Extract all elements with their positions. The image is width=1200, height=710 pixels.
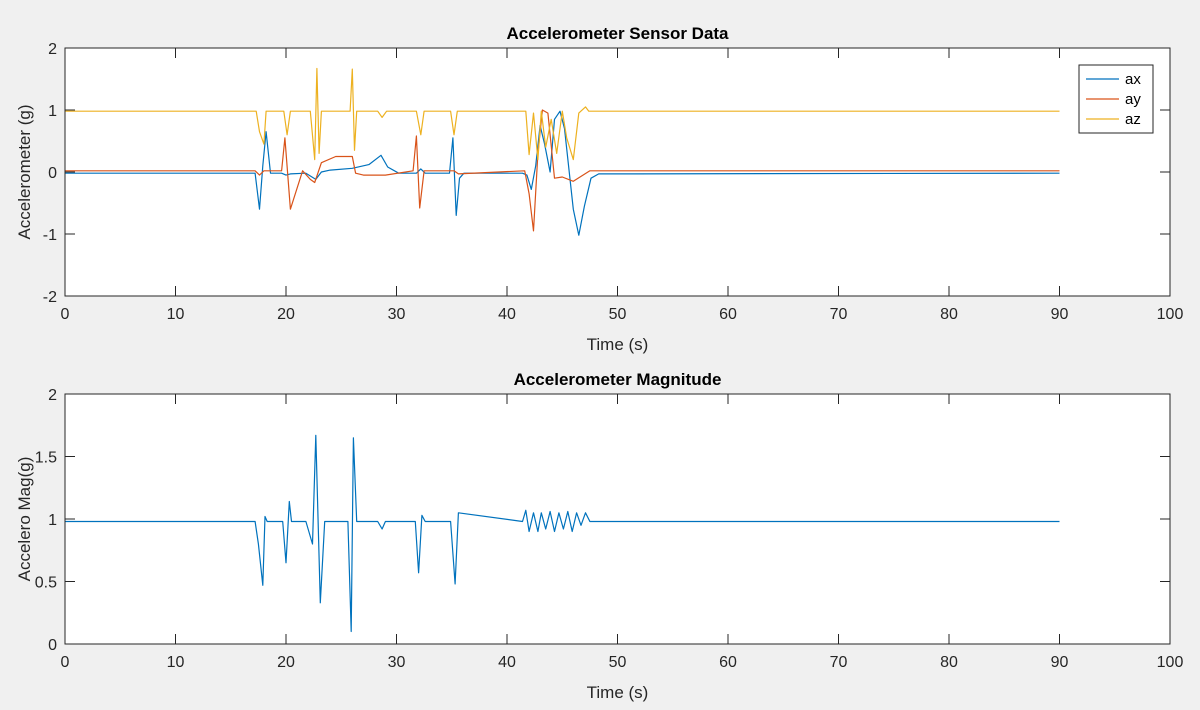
x-tick-label: 0 bbox=[61, 654, 70, 671]
legend-label-ax: ax bbox=[1125, 71, 1141, 88]
x-tick-label: 100 bbox=[1157, 654, 1184, 671]
y-tick-label: 1 bbox=[48, 512, 57, 529]
y-tick-label: -1 bbox=[43, 227, 57, 244]
y-tick-label: -2 bbox=[43, 289, 57, 306]
plot-area bbox=[65, 394, 1170, 644]
legend: ax ay az bbox=[1078, 64, 1154, 134]
x-tick-label: 10 bbox=[167, 654, 185, 671]
x-tick-label: 60 bbox=[719, 654, 737, 671]
x-tick-label: 50 bbox=[609, 654, 627, 671]
x-tick-label: 80 bbox=[940, 306, 958, 323]
legend-label-ay: ay bbox=[1125, 91, 1141, 108]
x-tick-label: 60 bbox=[719, 306, 737, 323]
y-axis-label: Accelero Mag(g) bbox=[15, 457, 34, 582]
x-tick-label: 90 bbox=[1051, 306, 1069, 323]
axes-box bbox=[64, 393, 1171, 645]
series-line-az bbox=[65, 67, 1060, 161]
x-tick-label: 40 bbox=[498, 654, 516, 671]
y-axis-label: Accelerometer (g) bbox=[15, 104, 34, 239]
axes-box bbox=[64, 47, 1171, 297]
y-tick-label: 0 bbox=[48, 165, 57, 182]
x-tick-label: 30 bbox=[388, 654, 406, 671]
y-tick-label: 1.5 bbox=[35, 450, 57, 467]
x-axis-label: Time (s) bbox=[587, 683, 649, 702]
y-tick-label: 2 bbox=[48, 387, 57, 404]
x-tick-label: 10 bbox=[167, 306, 185, 323]
chart-title: Accelerometer Magnitude bbox=[514, 370, 722, 389]
x-tick-label: 50 bbox=[609, 306, 627, 323]
plot-area bbox=[65, 48, 1170, 296]
y-tick-label: 2 bbox=[48, 41, 57, 58]
series-line-ay bbox=[65, 109, 1060, 232]
x-tick-label: 70 bbox=[830, 306, 848, 323]
x-tick-label: 100 bbox=[1157, 306, 1184, 323]
series-line-ax bbox=[65, 110, 1060, 236]
x-tick-label: 80 bbox=[940, 654, 958, 671]
x-tick-label: 40 bbox=[498, 306, 516, 323]
x-tick-label: 20 bbox=[277, 654, 295, 671]
series-line-magnitude bbox=[65, 434, 1060, 633]
y-tick-label: 1 bbox=[48, 103, 57, 120]
x-tick-label: 90 bbox=[1051, 654, 1069, 671]
x-tick-label: 20 bbox=[277, 306, 295, 323]
chart-title: Accelerometer Sensor Data bbox=[506, 24, 729, 43]
y-tick-label: 0 bbox=[48, 637, 57, 654]
x-tick-label: 70 bbox=[830, 654, 848, 671]
x-tick-label: 30 bbox=[388, 306, 406, 323]
x-tick-label: 0 bbox=[61, 306, 70, 323]
y-tick-label: 0.5 bbox=[35, 575, 57, 592]
legend-label-az: az bbox=[1125, 111, 1141, 128]
x-axis-label: Time (s) bbox=[587, 335, 649, 354]
